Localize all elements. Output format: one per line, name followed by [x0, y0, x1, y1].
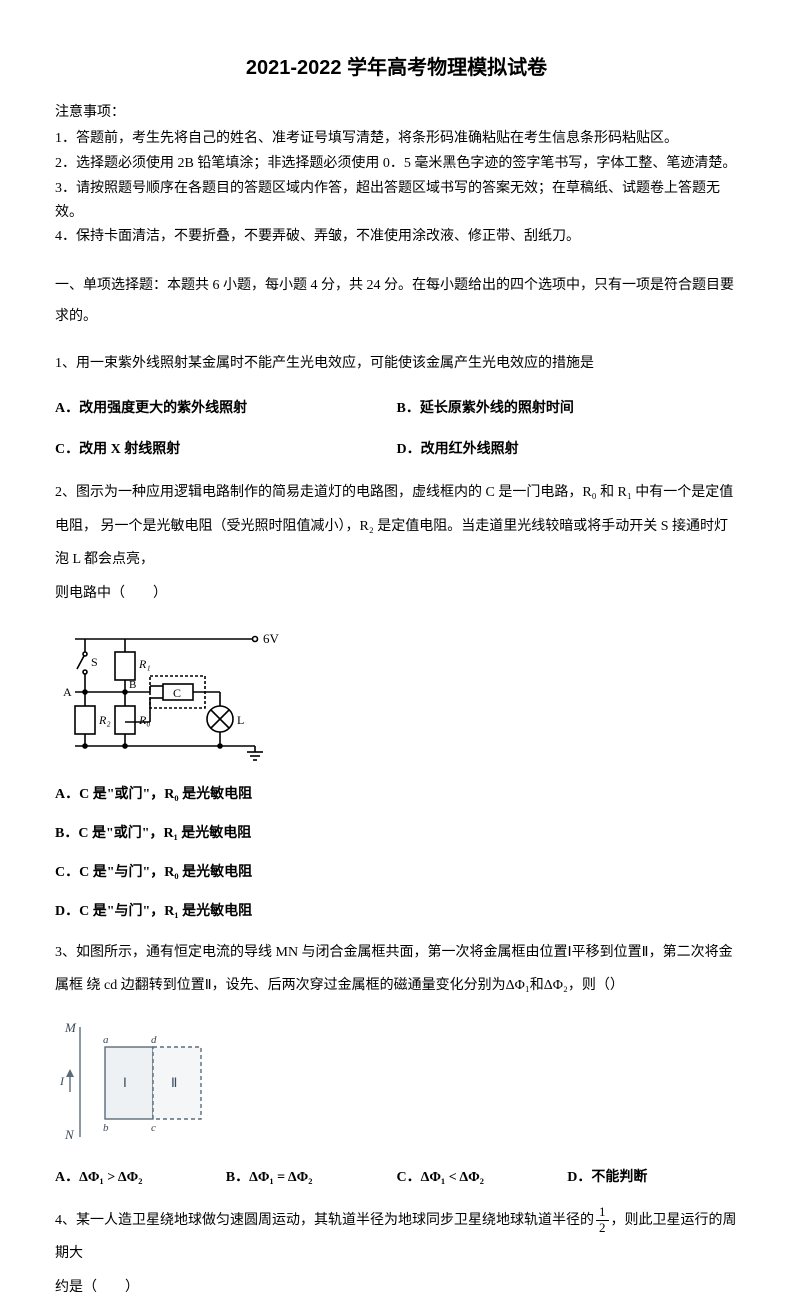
q1-opt-a: A．改用强度更大的紫外线照射	[55, 394, 397, 425]
q3-options-row: A．ΔΦ₁ > ΔΦ₂ B．ΔΦ₁ = ΔΦ₂ C．ΔΦ₁ < ΔΦ₂ D．不能…	[55, 1163, 738, 1194]
svg-text:R₀: R₀	[138, 713, 151, 727]
q3-opt-d: D．不能判断	[567, 1163, 738, 1194]
notice-item-2: 2．选择题必须使用 2B 铅笔填涂；非选择题必须使用 0．5 毫米黑色字迹的签字…	[55, 152, 738, 176]
q2-opt-a: A．C 是"或门"，R₀ 是光敏电阻	[55, 780, 738, 811]
svg-text:a: a	[103, 1034, 109, 1046]
svg-text:L: L	[237, 713, 244, 727]
q3-opt-c: C．ΔΦ₁ < ΔΦ₂	[397, 1163, 568, 1194]
q4-text-line2: 约是（ ）	[55, 1280, 139, 1295]
q2-opt-c: C．C 是"与门"，R₀ 是光敏电阻	[55, 858, 738, 889]
svg-text:b: b	[103, 1122, 109, 1134]
svg-text:M: M	[64, 1020, 77, 1035]
svg-text:B: B	[129, 679, 136, 691]
question-2: 2、图示为一种应用逻辑电路制作的简易走道灯的电路图，虚线框内的 C 是一门电路，…	[55, 476, 738, 610]
svg-text:N: N	[64, 1127, 75, 1142]
q4-fraction: 12	[596, 1205, 609, 1235]
q1-opt-d: D．改用红外线照射	[397, 435, 739, 466]
section-intro: 一、单项选择题：本题共 6 小题，每小题 4 分，共 24 分。在每小题给出的四…	[55, 271, 738, 333]
notice-label: 注意事项：	[55, 100, 738, 125]
question-3: 3、如图所示，通有恒定电流的导线 MN 与闭合金属框共面，第一次将金属框由位置Ⅰ…	[55, 936, 738, 1003]
q2-circuit-diagram: 6V S R₁ A B R₂ R₀	[55, 624, 738, 764]
q2-opt-b: B．C 是"或门"，R₁ 是光敏电阻	[55, 819, 738, 850]
svg-text:d: d	[151, 1034, 157, 1046]
page-title: 2021-2022 学年高考物理模拟试卷	[55, 50, 738, 86]
q1-options-row-1: A．改用强度更大的紫外线照射 B．延长原紫外线的照射时间	[55, 394, 738, 425]
question-4: 4、某一人造卫星绕地球做匀速圆周运动，其轨道半径为地球同步卫星绕地球轨道半径的1…	[55, 1204, 738, 1304]
svg-text:A: A	[63, 685, 72, 699]
svg-text:Ⅱ: Ⅱ	[171, 1075, 177, 1090]
q2-text-1: 2、图示为一种应用逻辑电路制作的简易走道灯的电路图，虚线框内的 C 是一门电路，	[55, 485, 582, 500]
notice-item-1: 1．答题前，考生先将自己的姓名、准考证号填写清楚，将条形码准确粘贴在考生信息条形…	[55, 127, 738, 151]
q3-opt-a: A．ΔΦ₁ > ΔΦ₂	[55, 1163, 226, 1194]
svg-text:S: S	[91, 655, 98, 669]
q2-text-3: 则电路中（ ）	[55, 586, 167, 601]
svg-text:R₁: R₁	[138, 657, 151, 671]
q2-opt-d: D．C 是"与门"，R₁ 是光敏电阻	[55, 897, 738, 928]
q3-opt-b: B．ΔΦ₁ = ΔΦ₂	[226, 1163, 397, 1194]
q4-frac-den: 2	[596, 1221, 609, 1235]
svg-text:6V: 6V	[263, 631, 280, 646]
notice-item-3: 3．请按照题号顺序在各题目的答题区域内作答，超出答题区域书写的答案无效；在草稿纸…	[55, 177, 738, 225]
q2-text-2: 另一个是光敏电阻（受光照时阻值减小），R₂ 是定值电阻。当走道里光线较暗或将手动…	[55, 519, 728, 568]
svg-text:C: C	[173, 686, 181, 700]
svg-text:Ⅰ: Ⅰ	[123, 1075, 127, 1090]
svg-text:R₂: R₂	[98, 713, 111, 727]
svg-text:c: c	[151, 1122, 156, 1134]
q1-opt-c: C．改用 X 射线照射	[55, 435, 397, 466]
q1-opt-b: B．延长原紫外线的照射时间	[397, 394, 739, 425]
svg-text:I: I	[59, 1074, 65, 1088]
notice-item-4: 4．保持卡面清洁，不要折叠，不要弄破、弄皱，不准使用涂改液、修正带、刮纸刀。	[55, 225, 738, 249]
q4-frac-num: 1	[596, 1205, 609, 1220]
q1-options-row-2: C．改用 X 射线照射 D．改用红外线照射	[55, 435, 738, 466]
q3-text-2: 绕 cd 边翻转到位置Ⅱ，设先、后两次穿过金属框的磁通量变化分别为ΔΦ₁和ΔΦ₂…	[87, 978, 624, 993]
question-1: 1、用一束紫外线照射某金属时不能产生光电效应，可能使该金属产生光电效应的措施是	[55, 347, 738, 381]
q4-text-pre: 4、某一人造卫星绕地球做匀速圆周运动，其轨道半径为地球同步卫星绕地球轨道半径的	[55, 1213, 594, 1228]
q3-frame-diagram: M N I a b c d Ⅰ Ⅱ	[55, 1017, 738, 1147]
